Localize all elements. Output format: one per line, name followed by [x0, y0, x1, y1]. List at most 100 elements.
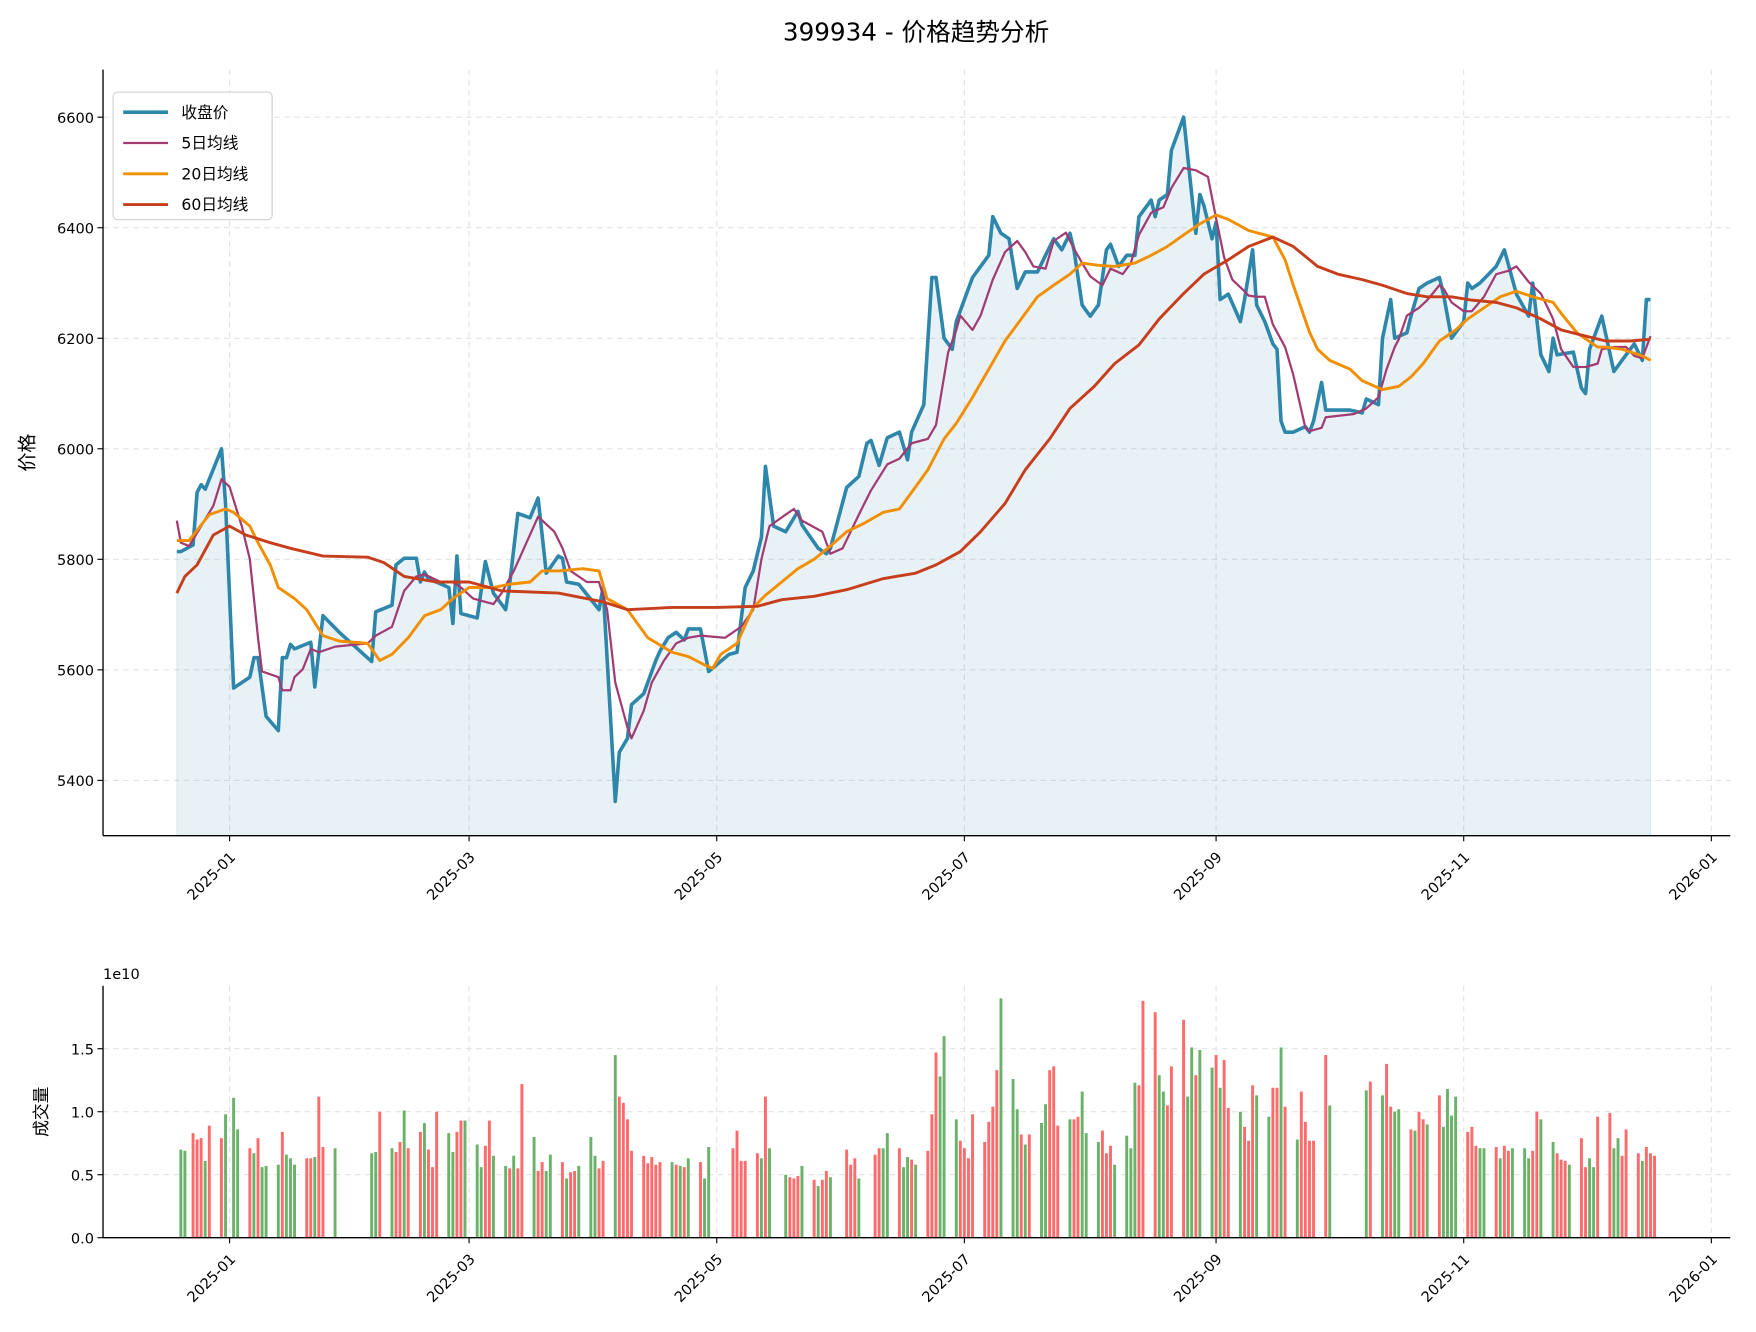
volume-bar: [224, 1114, 228, 1238]
volume-bar: [1056, 1125, 1060, 1238]
volume-bar: [828, 1177, 832, 1238]
volume-bar: [487, 1120, 491, 1238]
volume-bar: [199, 1138, 203, 1238]
volume-bar: [759, 1158, 763, 1238]
volume-bar: [447, 1133, 451, 1238]
volume-bar: [877, 1148, 881, 1238]
volume-bar: [1364, 1090, 1368, 1238]
volume-bar: [1113, 1164, 1117, 1238]
volume-bar: [1275, 1087, 1279, 1238]
volume-bar: [508, 1168, 512, 1238]
volume-bar: [902, 1167, 905, 1238]
volume-bar: [183, 1150, 187, 1238]
y-scale-label: 1e10: [103, 966, 140, 983]
volume-bar: [906, 1157, 910, 1238]
volume-bar: [646, 1163, 650, 1238]
x-tick-label: 2025-09: [1171, 1251, 1226, 1306]
volume-bar: [378, 1111, 382, 1238]
volume-bar: [1474, 1145, 1478, 1238]
volume-bar: [1137, 1085, 1141, 1238]
volume-bar: [483, 1145, 487, 1238]
volume-bar: [682, 1167, 686, 1238]
volume-bar: [589, 1136, 593, 1238]
volume-bar: [1100, 1130, 1104, 1238]
volume-bar: [987, 1121, 991, 1238]
volume-bar: [1328, 1105, 1332, 1238]
volume-bar: [1283, 1106, 1287, 1238]
x-tick-label: 2025-01: [184, 849, 239, 904]
volume-bar: [394, 1152, 398, 1238]
volume-bar: [613, 1055, 617, 1238]
volume-bar: [678, 1165, 682, 1238]
volume-bar: [763, 1096, 767, 1238]
volume-bar: [820, 1179, 824, 1238]
volume-bar: [934, 1052, 938, 1238]
volume-bar: [1096, 1141, 1100, 1238]
x-tick-label: 2025-05: [671, 849, 726, 904]
volume-bar: [276, 1164, 280, 1238]
volume-bar: [236, 1129, 240, 1238]
volume-bar: [991, 1106, 995, 1238]
volume-bar: [1255, 1095, 1259, 1238]
volume-bar: [654, 1164, 658, 1238]
volume-bar: [1068, 1119, 1072, 1238]
volume-bar: [540, 1162, 544, 1238]
volume-bar: [971, 1114, 974, 1238]
volume-bar: [930, 1114, 934, 1238]
volume-bar: [1194, 1075, 1198, 1238]
volume-bar: [792, 1178, 796, 1238]
volume-bar: [674, 1164, 678, 1238]
volume-bar: [1186, 1096, 1190, 1238]
volume-bar: [885, 1133, 889, 1238]
volume-bar: [431, 1167, 434, 1238]
volume-bar: [1510, 1148, 1514, 1238]
volume-bar: [1165, 1105, 1169, 1238]
volume-bar: [768, 1148, 771, 1238]
y-tick-label: 1.5: [71, 1041, 94, 1058]
volume-bar: [1624, 1129, 1628, 1238]
volume-bar: [1421, 1119, 1425, 1238]
volume-bar: [703, 1178, 706, 1238]
volume-bar: [516, 1168, 520, 1238]
volume-bar: [1437, 1095, 1441, 1238]
volume-bar: [305, 1158, 309, 1238]
volume-bar: [1153, 1012, 1157, 1238]
volume-bar: [1271, 1087, 1275, 1238]
x-tick-label: 2025-11: [1418, 849, 1473, 904]
volume-bar: [796, 1176, 800, 1238]
volume-bar: [232, 1097, 236, 1238]
volume-bar: [1048, 1070, 1052, 1238]
volume-bar: [1644, 1146, 1648, 1238]
volume-bar: [536, 1170, 540, 1238]
volume-bar: [370, 1153, 374, 1238]
volume-bar: [560, 1162, 564, 1238]
volume-bar: [406, 1148, 410, 1238]
volume-bar: [1608, 1112, 1612, 1238]
volume-bar: [1612, 1148, 1616, 1238]
volume-bar: [512, 1155, 516, 1238]
x-tick-label: 2026-01: [1666, 1251, 1721, 1306]
volume-bar: [422, 1123, 426, 1238]
volume-bar: [670, 1162, 674, 1238]
volume-bar: [686, 1158, 690, 1238]
volume-bar: [1454, 1096, 1458, 1238]
volume-bar: [548, 1154, 552, 1238]
x-tick-label: 2025-07: [919, 1251, 974, 1306]
volume-bar: [577, 1165, 581, 1238]
volume-bar: [252, 1153, 256, 1238]
legend-label: 20日均线: [181, 164, 248, 183]
volume-bar: [1125, 1135, 1129, 1238]
volume-bar: [1141, 1000, 1145, 1238]
volume-bar: [699, 1162, 702, 1238]
volume-bar: [1161, 1091, 1165, 1238]
volume-bar: [1190, 1047, 1194, 1238]
x-tick-label: 2026-01: [1666, 849, 1721, 904]
volume-bar: [1425, 1124, 1429, 1238]
volume-bar: [1527, 1158, 1531, 1238]
x-tick-label: 2025-01: [184, 1251, 239, 1306]
volume-bar: [191, 1133, 195, 1238]
volume-bar: [260, 1167, 264, 1238]
volume-bar: [1019, 1134, 1023, 1238]
volume-bar: [1076, 1116, 1080, 1238]
volume-bar: [1040, 1123, 1043, 1238]
